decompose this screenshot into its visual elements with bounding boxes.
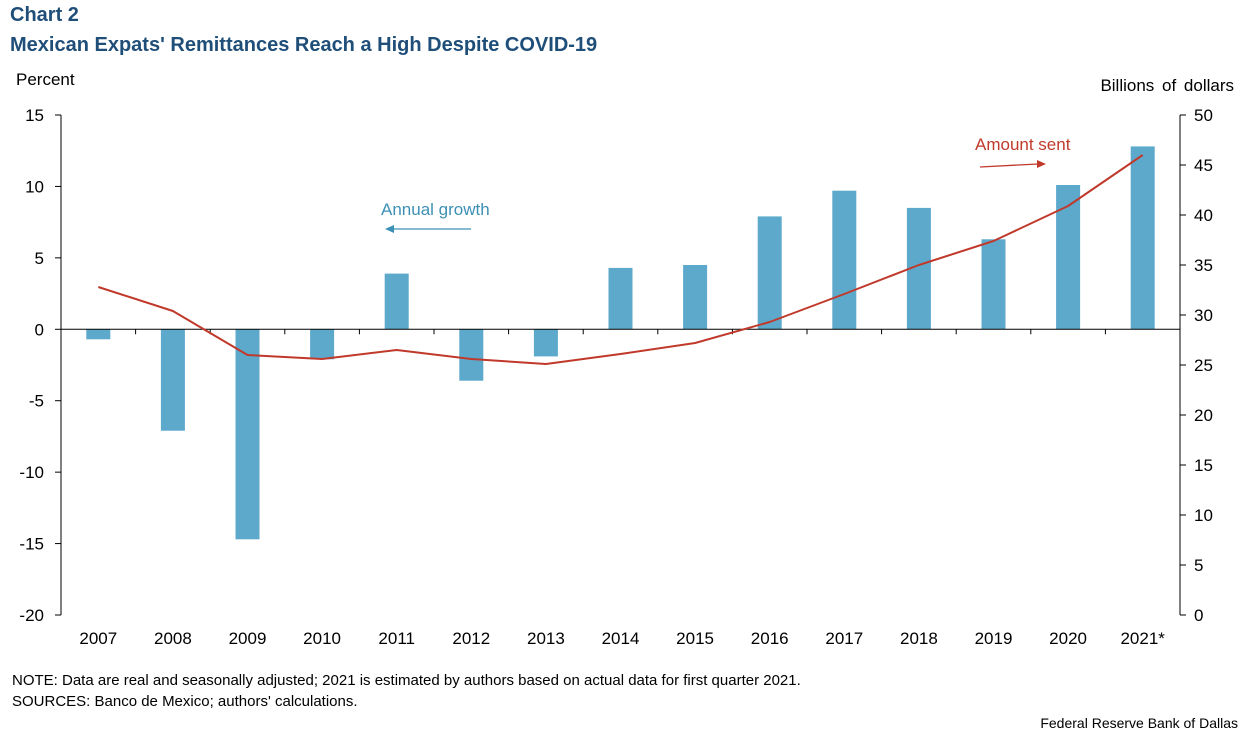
x-tick-label-2013: 2013 (527, 629, 565, 648)
left-tick-label: -5 (29, 392, 44, 411)
chart-title: Mexican Expats' Remittances Reach a High… (10, 34, 598, 56)
bar-2019 (981, 239, 1006, 330)
line-series (97, 154, 1144, 365)
left-axis-unit: Percent (16, 70, 75, 89)
x-tick-label-2009: 2009 (229, 629, 267, 648)
left-tick-label: -15 (19, 535, 44, 554)
left-tick-label: -20 (19, 606, 44, 625)
bar-2021 (1130, 146, 1155, 330)
left-tick-label: 5 (35, 249, 44, 268)
left-tick-label: 0 (35, 320, 44, 339)
x-tick-label-2020: 2020 (1049, 629, 1087, 648)
x-tick-label-2019: 2019 (975, 629, 1013, 648)
x-tick-label-2021: 2021* (1120, 629, 1165, 648)
bar-series (86, 146, 1155, 540)
bar-2014 (608, 267, 633, 330)
x-tick-label-2016: 2016 (751, 629, 789, 648)
left-tick-label: 15 (25, 106, 44, 125)
bar-2011 (384, 273, 409, 330)
bar-2016 (757, 216, 782, 330)
x-tick-label-2008: 2008 (154, 629, 192, 648)
right-tick-label: 0 (1194, 606, 1203, 625)
tick-labels: 151050-5-10-15-2050454035302520151050200… (19, 106, 1213, 648)
footnote: NOTE: Data are real and seasonally adjus… (12, 670, 801, 712)
x-tick-label-2018: 2018 (900, 629, 938, 648)
bar-2007 (86, 329, 111, 340)
bar-2012 (459, 329, 484, 381)
annotations: Annual growth Amount sent (381, 135, 1071, 233)
left-tick-label: 10 (25, 177, 44, 196)
right-tick-label: 20 (1194, 406, 1213, 425)
bar-2009 (235, 329, 260, 540)
source-credit: Federal Reserve Bank of Dallas (1040, 715, 1238, 731)
annual-growth-arrow-head (385, 225, 394, 233)
x-tick-label-2010: 2010 (303, 629, 341, 648)
bar-2013 (533, 329, 558, 357)
sources-text: SOURCES: Banco de Mexico; authors' calcu… (12, 693, 358, 710)
bar-2015 (683, 265, 708, 330)
chart-number: Chart 2 (10, 4, 79, 26)
right-tick-label: 15 (1194, 456, 1213, 475)
x-tick-label-2011: 2011 (378, 629, 415, 648)
amount-sent-label: Amount sent (975, 135, 1071, 154)
right-tick-label: 25 (1194, 356, 1213, 375)
left-tick-label: -10 (19, 463, 44, 482)
bar-2010 (310, 329, 335, 360)
axes (55, 114, 1186, 616)
bar-2008 (160, 329, 185, 431)
right-tick-label: 40 (1194, 206, 1213, 225)
right-axis-unit: Billions of dollars (1100, 76, 1234, 95)
amount-sent-arrow-line (979, 163, 1039, 168)
x-tick-label-2007: 2007 (79, 629, 117, 648)
right-tick-label: 5 (1194, 556, 1203, 575)
right-tick-label: 45 (1194, 156, 1213, 175)
bar-2017 (832, 190, 857, 330)
right-tick-label: 30 (1194, 306, 1213, 325)
x-tick-label-2015: 2015 (676, 629, 714, 648)
amount-sent-arrow-head (1037, 160, 1046, 168)
x-tick-label-2012: 2012 (452, 629, 490, 648)
right-tick-label: 50 (1194, 106, 1213, 125)
annual-growth-label: Annual growth (381, 200, 490, 219)
note-text: NOTE: Data are real and seasonally adjus… (12, 672, 801, 689)
x-tick-label-2017: 2017 (825, 629, 863, 648)
right-tick-label: 35 (1194, 256, 1213, 275)
right-tick-label: 10 (1194, 506, 1213, 525)
x-tick-label-2014: 2014 (602, 629, 640, 648)
